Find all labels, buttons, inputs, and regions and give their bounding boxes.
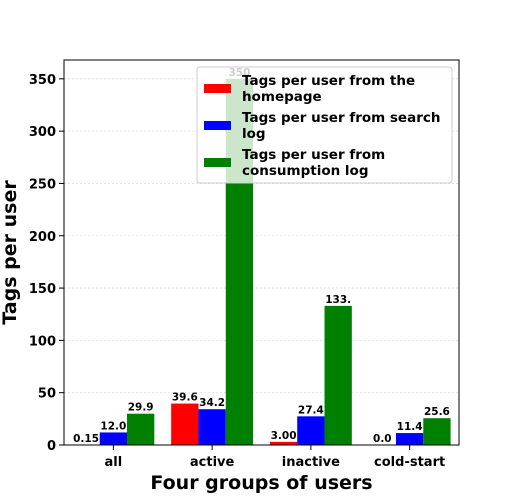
y-axis-ticks: 0 50 100 150 200 250 300 350 xyxy=(29,73,64,454)
legend-swatch xyxy=(204,158,231,167)
bar-value-label: 0.0 xyxy=(373,433,392,445)
bar xyxy=(269,441,298,445)
y-tick-label: 150 xyxy=(29,282,56,297)
legend-label: Tags per user from search xyxy=(242,110,440,126)
legend-box xyxy=(196,66,453,184)
plot-frame xyxy=(63,59,460,446)
legend-label: Tags per user from xyxy=(242,147,385,163)
bar-value-label: 39.6 xyxy=(172,392,198,404)
x-tick-label: inactive xyxy=(282,455,340,470)
legend-label: homepage xyxy=(242,89,322,105)
legend-swatch xyxy=(204,121,231,130)
y-tick-label: 50 xyxy=(38,387,56,402)
bar-value-label: 27.4 xyxy=(298,404,324,416)
y-tick-label: 350 xyxy=(29,73,56,88)
legend-label: consumption log xyxy=(242,163,369,179)
x-axis-ticks: all active inactive cold-start xyxy=(105,445,445,470)
bar-value-label: 133. xyxy=(325,294,351,306)
bar xyxy=(198,409,226,445)
y-axis-title: Tags per user xyxy=(0,180,21,325)
bar-value-label: 25.6 xyxy=(424,406,450,418)
x-tick-label: cold-start xyxy=(374,455,445,470)
bar xyxy=(171,403,199,445)
legend-label: Tags per user from the xyxy=(242,73,415,89)
x-tick-label: active xyxy=(190,455,235,470)
y-tick-label: 200 xyxy=(29,230,56,245)
y-tick-label: 0 xyxy=(47,439,56,454)
x-axis-title: Four groups of users xyxy=(150,472,372,494)
legend-label: log xyxy=(242,126,266,142)
bar-value-label: 0.15 xyxy=(73,433,99,445)
bar xyxy=(297,416,325,445)
x-tick-label: all xyxy=(105,455,123,470)
bar-value-label: 12.0 xyxy=(100,420,126,432)
bar xyxy=(423,418,451,445)
bar xyxy=(99,432,128,445)
legend-swatch xyxy=(204,84,231,93)
bar-value-label: 34.2 xyxy=(199,397,225,409)
bar xyxy=(324,305,352,445)
y-tick-label: 300 xyxy=(29,125,56,140)
y-tick-label: 100 xyxy=(29,334,56,349)
bar-value-label: 29.9 xyxy=(128,402,154,414)
bar xyxy=(127,413,155,445)
bar xyxy=(395,433,424,445)
bar-value-label: 11.4 xyxy=(397,421,423,433)
y-tick-label: 250 xyxy=(29,177,56,192)
bar-value-label: 3.00 xyxy=(271,430,297,442)
